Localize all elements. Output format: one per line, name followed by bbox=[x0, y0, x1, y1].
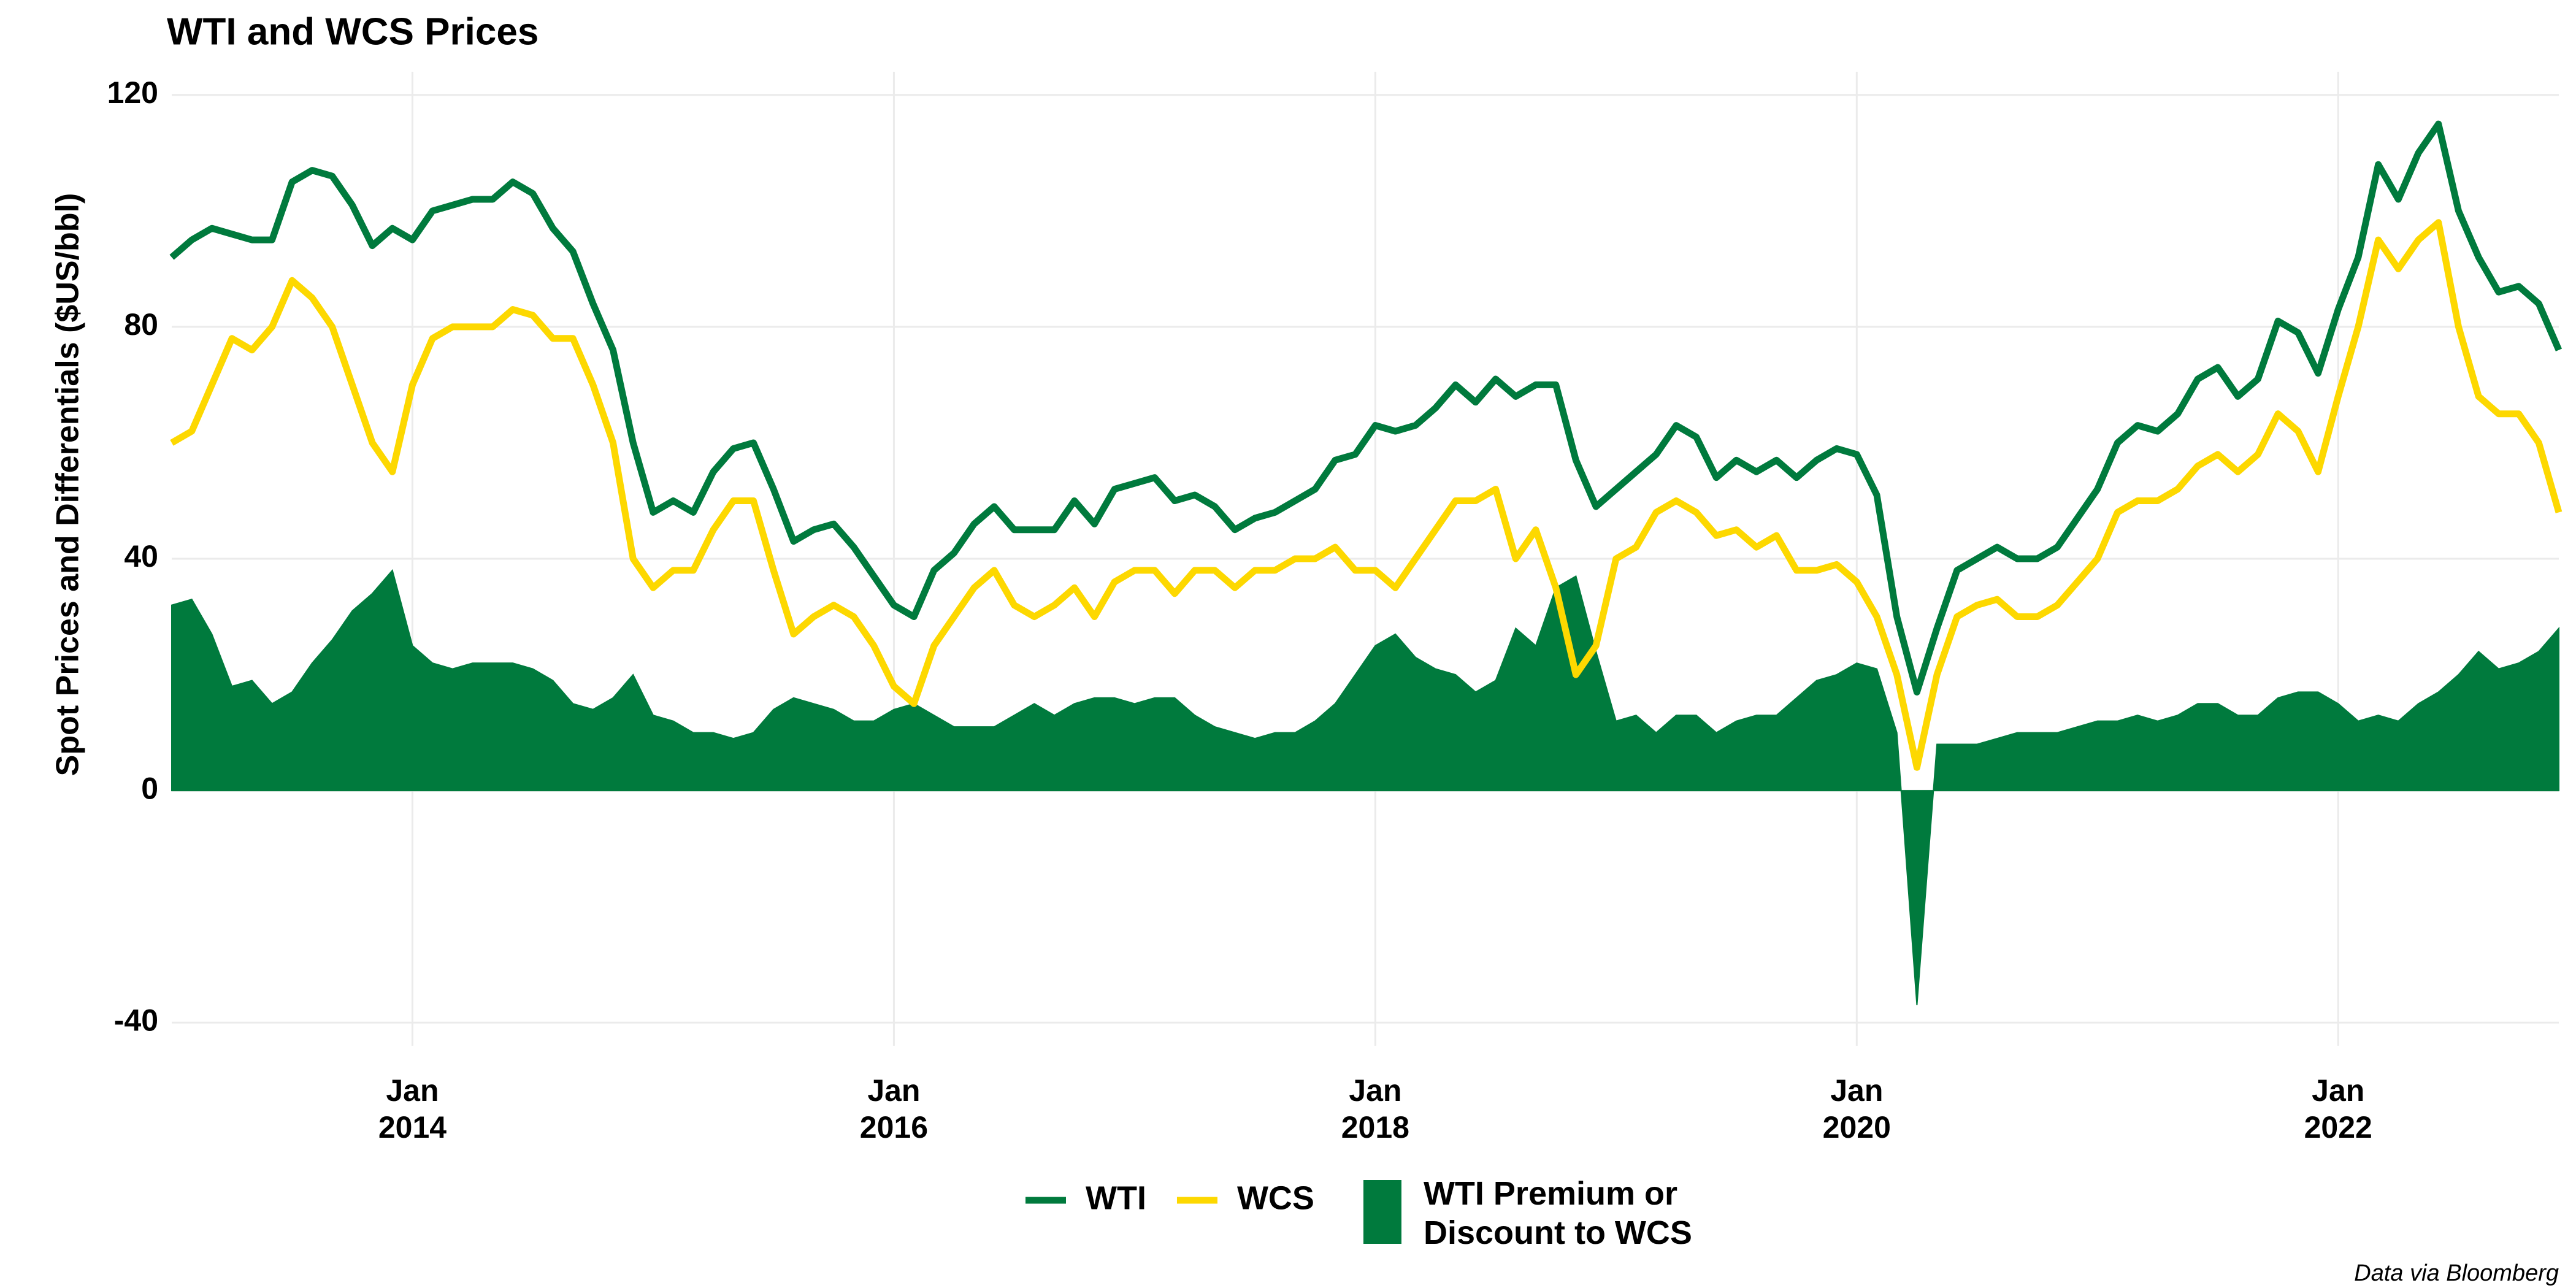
caption: Data via Bloomberg bbox=[2354, 1260, 2559, 1286]
legend-label: WTI Premium or Discount to WCS bbox=[1424, 1175, 1692, 1251]
y-tick-label: -40 bbox=[114, 1003, 158, 1037]
legend-label: WCS bbox=[1237, 1179, 1314, 1216]
grid bbox=[172, 72, 2559, 1046]
y-tick-label: 80 bbox=[124, 307, 158, 342]
y-axis-label: Spot Prices and Differentials ($US/bbl) bbox=[50, 193, 86, 776]
chart-title: WTI and WCS Prices bbox=[167, 10, 539, 53]
y-tick-label: 40 bbox=[124, 539, 158, 573]
y-tick-label: 120 bbox=[107, 75, 158, 110]
x-tick-label: Jan 2018 bbox=[1341, 1073, 1409, 1144]
y-tick-label: 0 bbox=[141, 771, 158, 805]
line bbox=[170, 219, 2563, 771]
x-tick-label: Jan 2022 bbox=[2304, 1073, 2372, 1144]
line bbox=[169, 120, 2563, 696]
legend-swatch bbox=[1363, 1180, 1401, 1244]
x-tick-label: Jan 2016 bbox=[860, 1073, 928, 1144]
x-tick-label: Jan 2020 bbox=[1823, 1073, 1891, 1144]
area bbox=[171, 569, 2559, 1005]
legend-label: WTI bbox=[1086, 1179, 1146, 1216]
x-tick-label: Jan 2014 bbox=[378, 1073, 447, 1144]
